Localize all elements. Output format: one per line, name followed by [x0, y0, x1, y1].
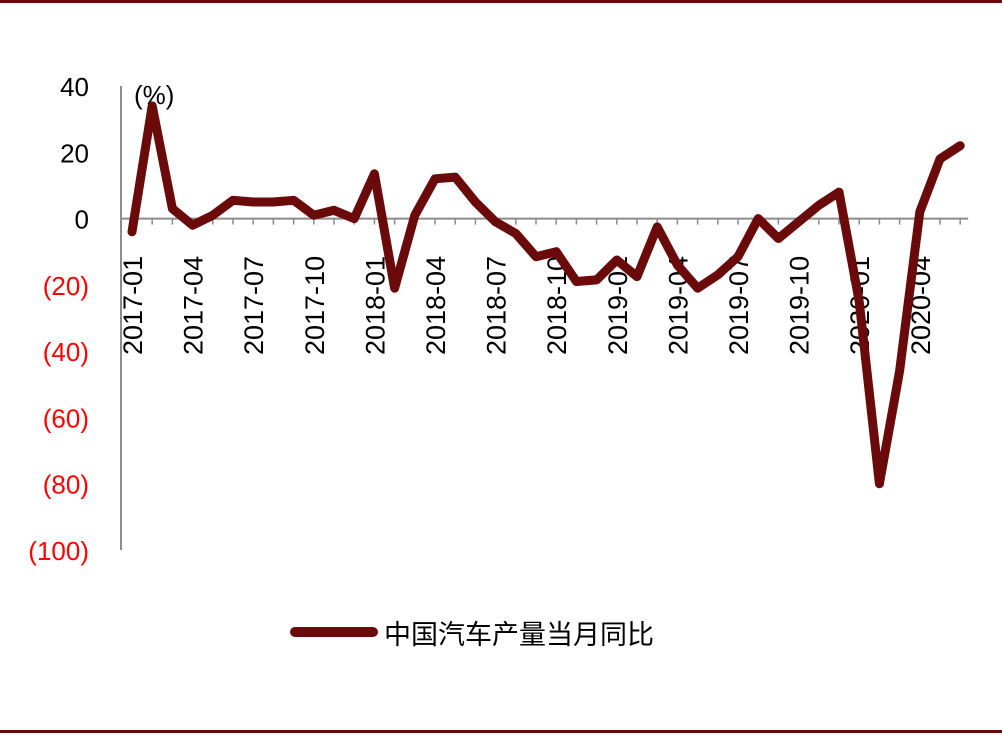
series-line [127, 101, 965, 489]
data-point [717, 274, 719, 276]
data-point [474, 201, 476, 203]
data-point [838, 191, 840, 193]
data-point [212, 214, 214, 216]
data-point [798, 221, 800, 223]
data-point [818, 204, 820, 206]
data-point [919, 211, 921, 213]
data-point [293, 199, 295, 201]
data-point [899, 370, 901, 372]
data-point [131, 231, 133, 233]
x-tick-label: 2017-07 [239, 256, 269, 355]
data-point [616, 259, 618, 261]
x-tick-label: 2018-01 [360, 256, 390, 355]
data-point [697, 287, 699, 289]
data-point [575, 281, 577, 283]
data-point [555, 251, 557, 253]
data-point [192, 224, 194, 226]
data-point [656, 226, 658, 228]
data-point [414, 214, 416, 216]
data-point [353, 218, 355, 220]
y-tick-label: 20 [60, 138, 89, 168]
x-tick-label: 2019-10 [785, 256, 815, 355]
legend-label: 中国汽车产量当月同比 [384, 619, 654, 651]
y-tick-label: (40) [43, 337, 89, 367]
y-tick-label: 0 [75, 205, 89, 235]
data-point [272, 201, 274, 203]
x-tick-label: 2017-01 [118, 256, 148, 355]
y-tick-label: (80) [43, 470, 89, 500]
data-point [939, 158, 941, 160]
data-point [434, 178, 436, 180]
data-point [252, 201, 254, 203]
data-point [757, 218, 759, 220]
data-point [737, 256, 739, 258]
data-point [535, 256, 537, 258]
data-point [333, 209, 335, 211]
top-frame-line [0, 0, 1002, 3]
y-tick-label: 40 [60, 72, 89, 102]
y-tick-label: (60) [43, 403, 89, 433]
legend-swatch [290, 627, 378, 637]
data-point [495, 221, 497, 223]
x-tick-label: 2019-07 [724, 256, 754, 355]
legend: 中国汽车产量当月同比 [290, 612, 654, 652]
bottom-frame-line [0, 730, 1002, 733]
x-tick-label: 2018-07 [482, 256, 512, 355]
data-point [858, 300, 860, 302]
y-tick-label: (20) [43, 271, 89, 301]
data-point [394, 287, 396, 289]
y-tick-label: (100) [28, 536, 89, 566]
data-point [454, 176, 456, 178]
data-point [676, 264, 678, 266]
data-point [636, 276, 638, 278]
data-point [232, 199, 234, 201]
data-point [313, 214, 315, 216]
data-point [373, 173, 375, 175]
x-tick-label: 2018-04 [421, 256, 451, 355]
data-point [878, 483, 880, 485]
data-point [151, 105, 153, 107]
x-tick-label: 2017-10 [300, 256, 330, 355]
data-point [777, 237, 779, 239]
x-tick-label: 2017-04 [179, 256, 209, 355]
data-point [171, 208, 173, 210]
data-point [596, 279, 598, 281]
data-point [959, 145, 961, 147]
data-point [515, 232, 517, 234]
